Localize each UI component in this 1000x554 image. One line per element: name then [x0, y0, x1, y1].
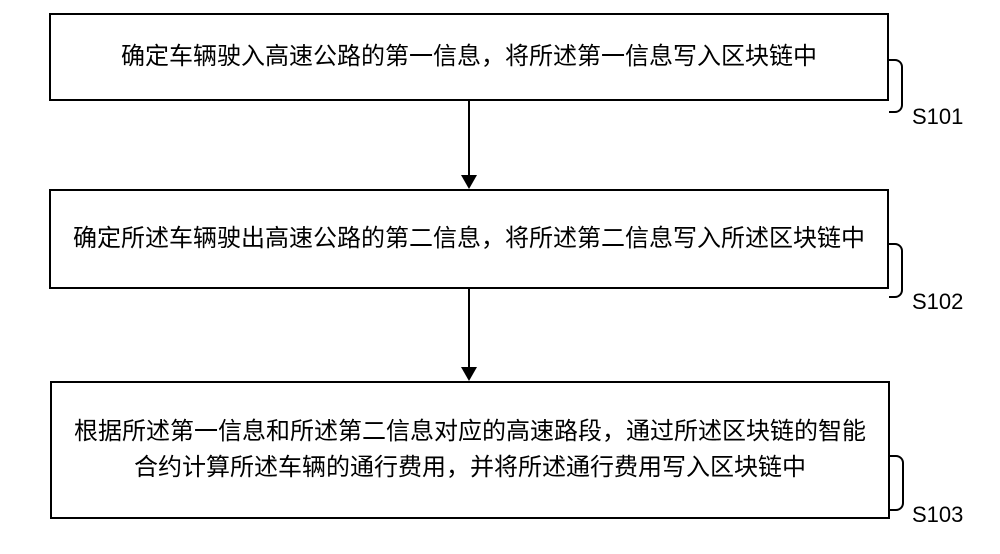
flowchart-canvas: 确定车辆驶入高速公路的第一信息，将所述第一信息写入区块链中 S101 确定所述车…	[0, 0, 1000, 554]
label-text: S101	[912, 104, 963, 129]
arrow-s101-s102	[468, 101, 470, 177]
arrow-head-s102-s103	[461, 367, 477, 381]
label-text: S103	[912, 502, 963, 527]
label-text: S102	[912, 289, 963, 314]
label-bracket-s101	[889, 59, 903, 113]
flowchart-node-s101: 确定车辆驶入高速公路的第一信息，将所述第一信息写入区块链中	[49, 13, 889, 101]
node-text: 确定车辆驶入高速公路的第一信息，将所述第一信息写入区块链中	[121, 39, 817, 75]
label-bracket-s102	[889, 243, 903, 298]
node-label-s103: S103	[912, 502, 963, 528]
node-text: 确定所述车辆驶出高速公路的第二信息，将所述第二信息写入所述区块链中	[73, 221, 865, 257]
node-label-s101: S101	[912, 104, 963, 130]
label-bracket-s103	[890, 455, 904, 511]
flowchart-node-s102: 确定所述车辆驶出高速公路的第二信息，将所述第二信息写入所述区块链中	[49, 189, 889, 289]
flowchart-node-s103: 根据所述第一信息和所述第二信息对应的高速路段，通过所述区块链的智能合约计算所述车…	[50, 381, 890, 519]
arrow-head-s101-s102	[461, 175, 477, 189]
arrow-s102-s103	[468, 289, 470, 369]
node-label-s102: S102	[912, 289, 963, 315]
node-text: 根据所述第一信息和所述第二信息对应的高速路段，通过所述区块链的智能合约计算所述车…	[72, 414, 868, 486]
